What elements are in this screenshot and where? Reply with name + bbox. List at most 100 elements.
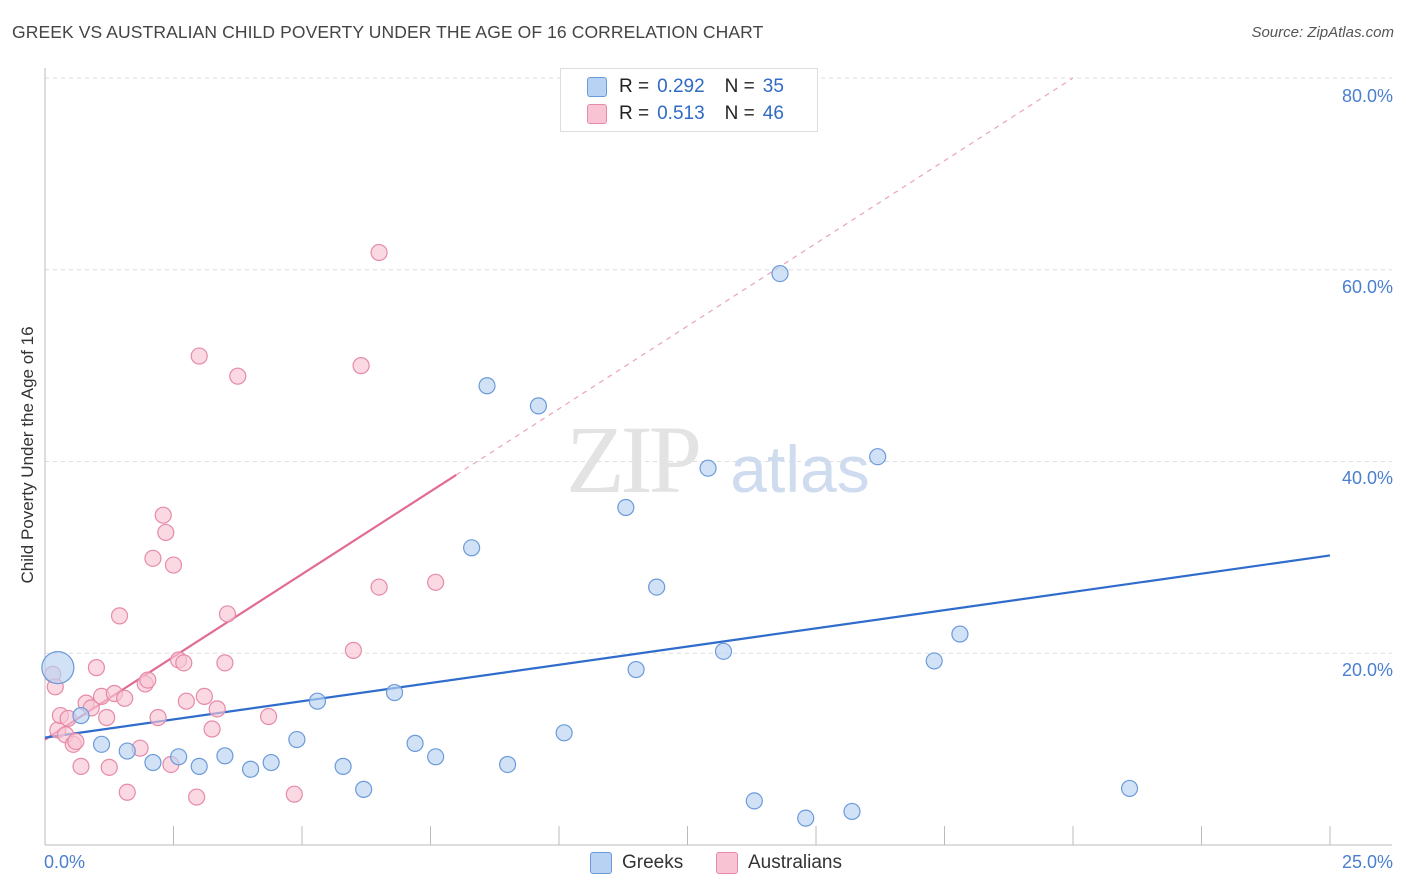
australians-r-value: 0.513 (657, 103, 705, 124)
greeks-point (699, 459, 717, 477)
legend-row-greeks: R = 0.292 N = 35 (587, 75, 784, 99)
greeks-point (170, 748, 188, 766)
greeks-point (144, 753, 162, 772)
greeks-point (406, 734, 424, 752)
greeks-point (190, 757, 208, 775)
australians-point (118, 783, 136, 801)
greeks-trend-line (44, 554, 1331, 739)
australians-point (203, 720, 221, 738)
greeks-point (745, 792, 763, 810)
greeks-point (288, 730, 306, 749)
greeks-point (242, 760, 260, 778)
australians-point (116, 689, 134, 707)
greeks-point (797, 809, 815, 827)
australians-point (427, 573, 445, 591)
australians-point (144, 549, 162, 567)
y-tick-label-20: 20.0% (1341, 660, 1393, 680)
y-tick-label-60: 60.0% (1341, 277, 1393, 297)
australians-point (67, 732, 85, 751)
greeks-swatch (587, 77, 607, 97)
australians-point (195, 687, 213, 705)
greeks-point (334, 757, 352, 775)
greeks-point (529, 397, 548, 415)
y-tick-label-40: 40.0% (1341, 468, 1393, 488)
y-tick-label-80: 80.0% (1341, 86, 1393, 106)
australians-point (164, 556, 183, 574)
x-tick-label-min: 0.0% (44, 852, 86, 872)
greeks-point (262, 753, 280, 772)
australians-point (188, 788, 206, 806)
correlation-legend: R = 0.292 N = 35 R = 0.513 N = 46 (560, 68, 818, 132)
greeks-legend-swatch (590, 852, 612, 874)
bottom-legend-australians: Australians (716, 852, 842, 874)
australians-r-label: R = (619, 103, 650, 124)
axes (44, 68, 1392, 846)
greeks-point (216, 747, 234, 765)
australians-point (98, 708, 116, 727)
watermark-atlas: atlas (730, 432, 869, 506)
greeks-point (869, 448, 887, 466)
greeks-point (118, 742, 136, 760)
watermark: ZIP atlas (566, 406, 870, 513)
greeks-point (427, 748, 445, 766)
bottom-legend-greeks: Greeks (590, 852, 683, 874)
australians-point (208, 700, 226, 718)
greeks-point (617, 498, 635, 517)
chart-title: GREEK VS AUSTRALIAN CHILD POVERTY UNDER … (12, 22, 764, 42)
australians-point (229, 367, 247, 385)
greeks-point (555, 724, 573, 742)
australians-point (100, 758, 118, 776)
australians-n-value: 46 (762, 103, 784, 124)
greeks-n-value: 35 (762, 76, 784, 97)
watermark-zip: ZIP (566, 406, 699, 513)
australians-point (149, 708, 167, 727)
gridlines (45, 77, 1392, 654)
greeks-point (714, 642, 733, 660)
australians-n-label: N = (724, 103, 755, 124)
greeks-point (355, 780, 373, 798)
australians-point (154, 506, 172, 524)
greeks-point (385, 683, 404, 702)
australians-point (110, 607, 129, 625)
australians-legend-label: Australians (748, 852, 842, 873)
x-tick-label-max: 25.0% (1341, 852, 1393, 872)
australians-point (344, 641, 362, 659)
australians-point (139, 671, 157, 689)
greeks-point (648, 578, 666, 596)
australians-point (370, 578, 388, 596)
greeks-legend-label: Greeks (622, 852, 684, 873)
australians-point (370, 243, 388, 262)
greeks-point (925, 652, 943, 670)
australians-point (218, 605, 237, 623)
australians-point (177, 692, 195, 710)
australians-trend-extension (455, 77, 1074, 476)
source-label: Source: ZipAtlas.com (1251, 24, 1394, 41)
australians-point (87, 659, 106, 677)
australians-point (72, 757, 90, 775)
australians-point (352, 357, 370, 375)
greeks-point (463, 539, 481, 557)
greeks-point (41, 651, 75, 685)
greeks-point (92, 735, 111, 753)
data-points (41, 243, 1139, 827)
australians-point (285, 785, 303, 803)
legend-row-australians: R = 0.513 N = 46 (587, 102, 784, 126)
greeks-point (478, 377, 496, 395)
australians-point (216, 654, 234, 672)
australians-legend-swatch (716, 852, 738, 874)
australians-swatch (587, 104, 607, 124)
australians-point (175, 654, 193, 672)
greeks-point (499, 755, 517, 774)
greeks-point (627, 660, 645, 679)
greeks-n-label: N = (724, 76, 755, 97)
greeks-point (72, 706, 90, 725)
greeks-r-value: 0.292 (657, 76, 705, 97)
greeks-point (951, 625, 969, 643)
greeks-point (1120, 779, 1139, 798)
greeks-point (771, 264, 789, 283)
greeks-point (308, 692, 327, 710)
australians-point (157, 523, 175, 542)
greeks-point (843, 802, 861, 821)
greeks-r-label: R = (619, 76, 650, 97)
